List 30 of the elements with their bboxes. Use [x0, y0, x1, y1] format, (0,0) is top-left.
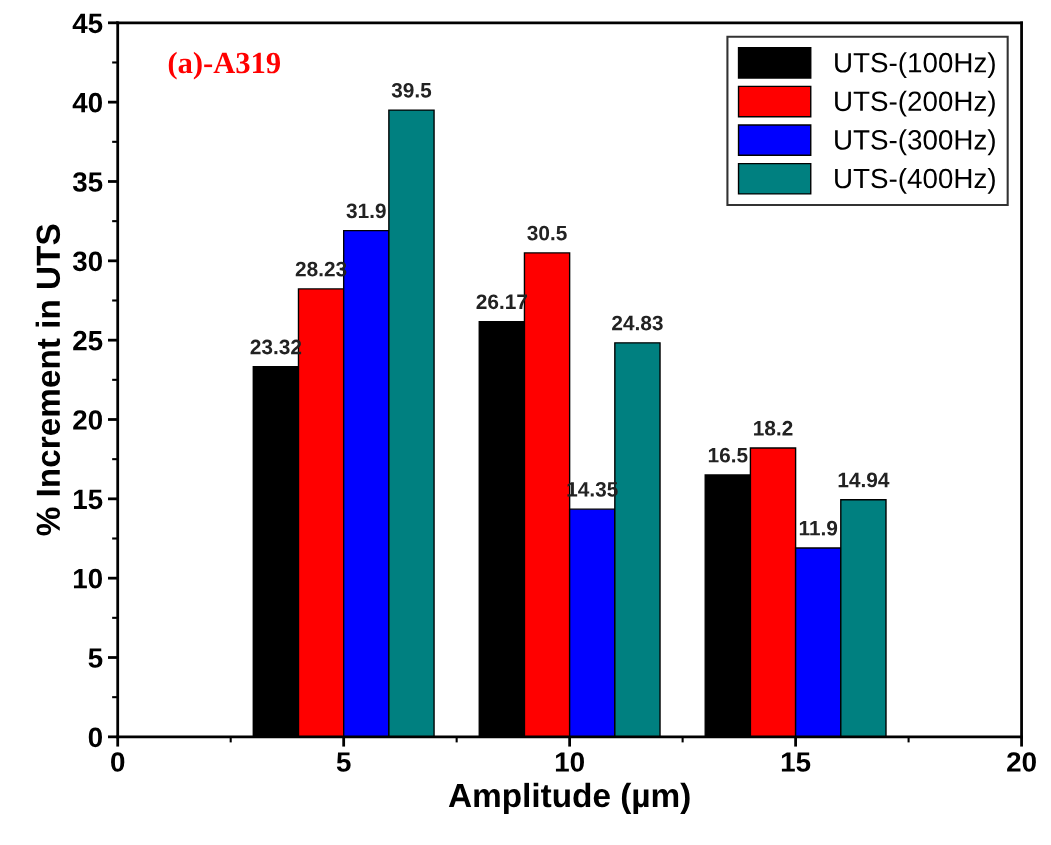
y-axis-title: % Increment in UTS: [35, 224, 61, 536]
x-tick-label: 15: [781, 752, 811, 772]
y-tick-label: 25: [73, 330, 103, 351]
legend-label: UTS-(300Hz): [835, 129, 995, 156]
data-label: 11.9: [799, 520, 838, 536]
legend-label: UTS-(200Hz): [835, 90, 995, 117]
y-tick-label: 0: [88, 727, 102, 748]
x-tick-label: 0: [111, 752, 125, 772]
data-label: 16.5: [708, 447, 748, 463]
data-label: 24.83: [612, 315, 663, 331]
data-label: 31.9: [346, 203, 386, 219]
y-tick-label: 45: [72, 13, 103, 34]
data-label: 18.2: [754, 420, 793, 436]
y-tick-label: 5: [88, 648, 103, 668]
y-tick-label: 20: [73, 410, 102, 430]
data-label: 30.5: [527, 225, 567, 241]
x-axis-title: Amplitude (µm): [448, 782, 690, 814]
y-tick-label: 40: [72, 92, 102, 113]
y-tick-label: 35: [72, 172, 103, 192]
legend-label: UTS-(100Hz): [835, 52, 995, 79]
x-tick-label: 20: [1007, 752, 1036, 772]
data-label: 14.94: [838, 472, 890, 488]
legend-label: UTS-(400Hz): [835, 167, 995, 194]
data-label: 39.5: [391, 82, 432, 98]
annotation: (a)-A319: [168, 51, 281, 80]
y-tick-label: 30: [72, 251, 102, 272]
y-tick-label: 10: [73, 568, 102, 589]
y-tick-label: 15: [73, 489, 103, 510]
x-tick-label: 5: [336, 752, 351, 772]
x-tick-label: 10: [555, 752, 584, 772]
